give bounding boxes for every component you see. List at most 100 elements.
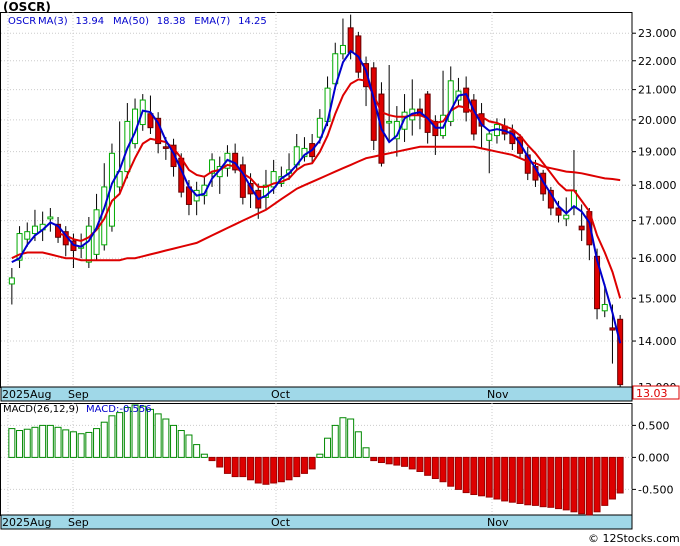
macd-bar <box>193 444 201 458</box>
candle-body <box>170 144 177 168</box>
macd-xtick-label: Sep <box>68 516 89 529</box>
candle-body <box>16 233 23 261</box>
macd-bar <box>116 412 124 458</box>
macd-bar <box>447 456 455 487</box>
price-ytick-label: 14.000 <box>638 335 677 348</box>
macd-bar <box>285 456 293 481</box>
candle-body <box>270 171 277 188</box>
price-ytick-label: 21.000 <box>638 84 677 97</box>
price-ytick-label: 19.000 <box>638 146 677 159</box>
macd-bar <box>216 456 224 468</box>
macd-bar <box>185 434 193 458</box>
macd-bar <box>231 456 239 478</box>
macd-bar <box>200 453 208 458</box>
candle-body <box>370 67 377 141</box>
macd-bar <box>69 431 77 458</box>
macd-bar <box>277 456 285 483</box>
macd-bar <box>547 456 555 508</box>
macd-xaxis-band <box>0 514 633 530</box>
macd-bar <box>570 456 578 513</box>
macd-bar <box>393 456 401 466</box>
candle-body <box>262 184 269 198</box>
candle-body <box>447 80 454 122</box>
price-legend-item: MA(50) <box>113 16 149 27</box>
candle-body <box>424 93 431 133</box>
macd-bar <box>431 456 439 480</box>
macd-bar <box>362 447 370 458</box>
last-price-label: 13.03 <box>636 387 668 400</box>
macd-bar <box>177 430 185 458</box>
price-ytick-label: 23.000 <box>638 27 677 40</box>
watermark: © 12Stocks.com <box>588 532 680 545</box>
macd-bar <box>239 456 247 478</box>
macd-bar <box>531 456 539 506</box>
price-xtick-label: Oct <box>271 388 291 401</box>
ma3-line <box>11 49 622 344</box>
macd-bar <box>424 456 432 476</box>
candle-body <box>355 35 362 73</box>
macd-ytick-label: 0.000 <box>638 451 670 464</box>
macd-bar <box>262 456 270 485</box>
macd-bar <box>370 456 378 462</box>
macd-legend-title: MACD(26,12,9) <box>3 404 79 415</box>
macd-bar <box>439 456 447 483</box>
macd-bar <box>154 413 162 458</box>
candle-body <box>55 223 62 238</box>
candle-body <box>486 133 493 141</box>
macd-ytick-label: -0.500 <box>638 483 673 496</box>
macd-bar <box>585 456 593 516</box>
macd-bar <box>8 428 16 458</box>
candle-body <box>8 277 15 285</box>
price-legend-symbol: OSCR <box>8 16 36 27</box>
macd-bar <box>354 431 362 458</box>
macd-bar <box>493 456 501 500</box>
candle-body <box>239 164 246 198</box>
candle-body <box>316 117 323 138</box>
price-ytick-label: 18.000 <box>638 179 677 192</box>
macd-bar <box>170 424 178 458</box>
macd-bar <box>508 456 516 503</box>
macd-bar <box>254 456 262 484</box>
macd-bar <box>208 456 216 462</box>
candle-body <box>578 225 585 231</box>
macd-bar <box>308 456 316 470</box>
candle-body <box>609 327 616 331</box>
macd-bar <box>555 456 563 510</box>
macd-bar <box>454 456 462 490</box>
macd-bar <box>578 456 586 515</box>
candle-body <box>601 303 608 312</box>
macd-legend-value: MACD:-0.556 <box>86 404 152 415</box>
macd-bar <box>123 406 131 458</box>
macd-bar <box>100 421 108 458</box>
candle-body <box>47 216 54 220</box>
macd-xtick-label: Oct <box>271 516 291 529</box>
macd-bar <box>93 428 101 458</box>
macd-ytick-label: 0.500 <box>638 419 670 432</box>
macd-bar <box>139 405 147 458</box>
price-ytick-label: 15.000 <box>638 292 677 305</box>
macd-xtick-label: Nov <box>487 516 509 529</box>
chart-title: (OSCR) <box>3 0 51 14</box>
macd-bar <box>324 437 332 458</box>
price-legend-item: EMA(7) <box>194 16 230 27</box>
candle-body <box>24 231 31 240</box>
price-legend-item: 14.25 <box>238 16 267 27</box>
price-xtick-label: Sep <box>68 388 89 401</box>
macd-bar <box>616 456 624 494</box>
macd-bar <box>416 456 424 472</box>
last-price-box <box>632 385 680 400</box>
macd-bar <box>293 456 301 478</box>
price-legend-item: MA(3) <box>38 16 68 27</box>
candle-body <box>563 214 570 220</box>
macd-bar <box>470 456 478 496</box>
macd-bar <box>223 456 231 474</box>
macd-bar <box>524 456 532 506</box>
candle-body <box>555 207 562 216</box>
macd-bar <box>146 408 154 458</box>
macd-bar <box>462 456 470 494</box>
macd-bar <box>270 456 278 484</box>
candle-body <box>617 318 624 386</box>
macd-xtick-label: 2025Aug <box>2 516 51 529</box>
ema7-line <box>57 78 622 299</box>
